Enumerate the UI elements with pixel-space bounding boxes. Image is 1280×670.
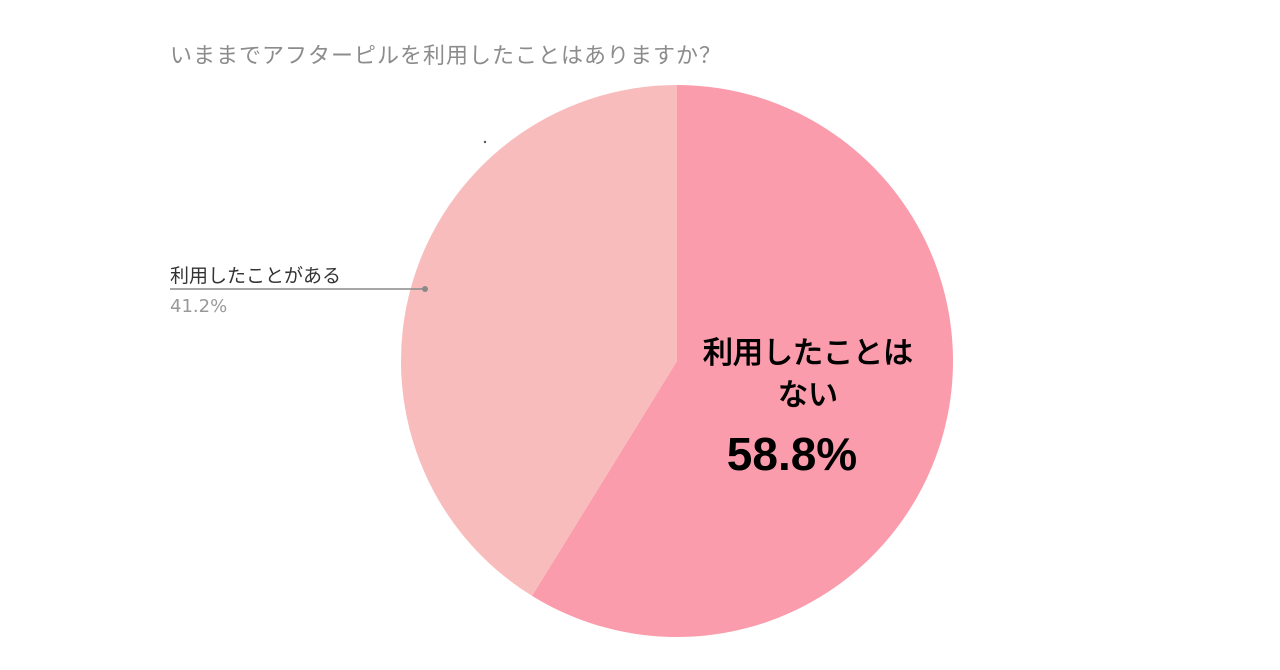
pie-slices: [401, 85, 954, 638]
slice-value-used: 41.2%: [170, 296, 227, 317]
chart-title: いままでアフターピルを利用したことはありますか？: [170, 44, 723, 69]
pie-slice-used: [401, 85, 677, 596]
marker-dot: [483, 140, 487, 144]
slice-label-used: 利用したことがある: [170, 265, 341, 287]
pie-slice-not-used: [532, 85, 954, 638]
slice-label-not-used-line2: ない: [778, 378, 838, 413]
slice-label-not-used-line1: 利用したことは: [703, 336, 913, 371]
callout-dot: [422, 286, 428, 292]
slice-value-not-used: 58.8%: [727, 428, 857, 480]
